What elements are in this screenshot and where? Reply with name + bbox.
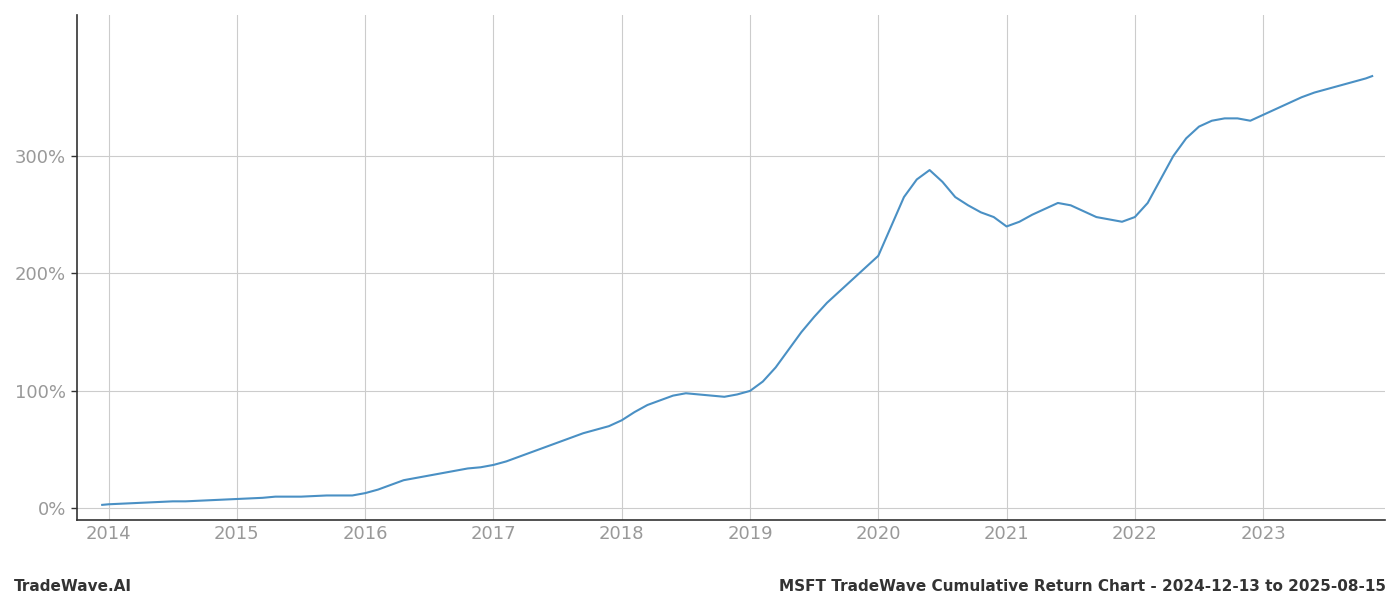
Text: MSFT TradeWave Cumulative Return Chart - 2024-12-13 to 2025-08-15: MSFT TradeWave Cumulative Return Chart -… — [778, 579, 1386, 594]
Text: TradeWave.AI: TradeWave.AI — [14, 579, 132, 594]
